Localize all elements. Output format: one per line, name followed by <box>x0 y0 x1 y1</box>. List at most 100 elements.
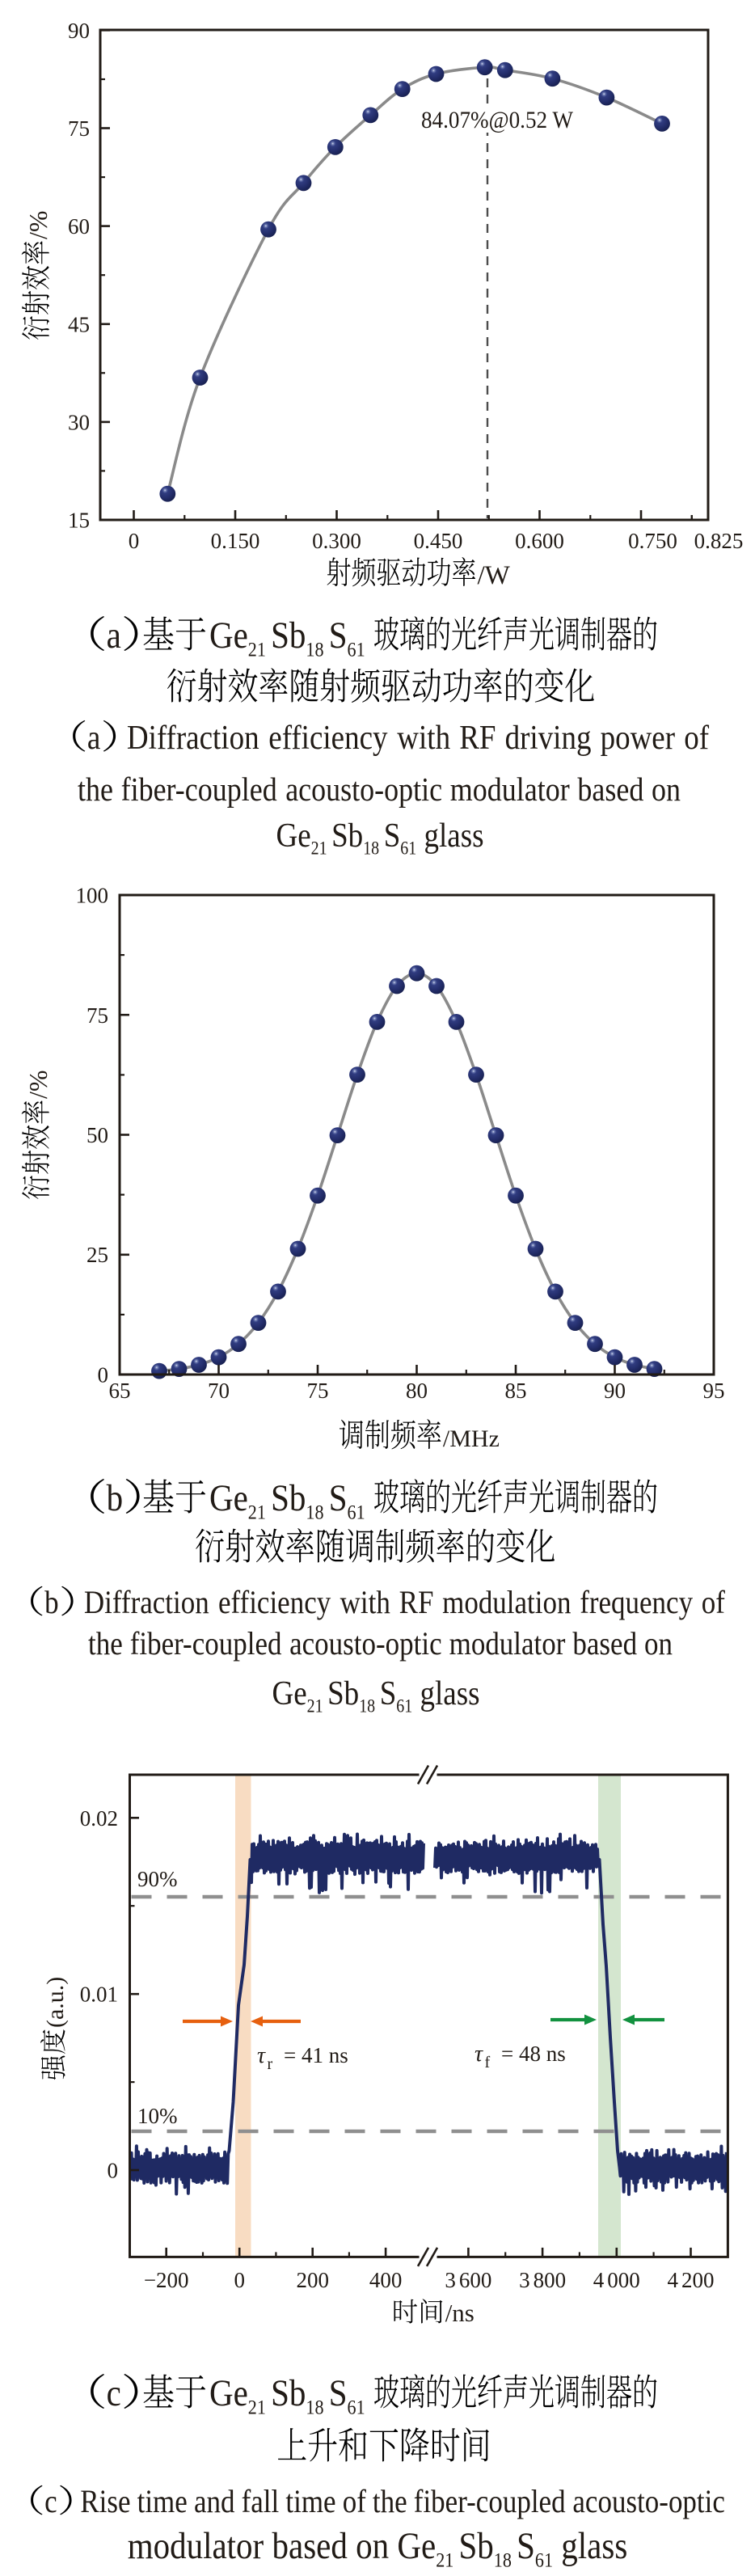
svg-text:on: on <box>644 1627 673 1662</box>
svg-text:200: 200 <box>681 2268 715 2292</box>
svg-text:Sb: Sb <box>271 615 306 657</box>
svg-text:a: a <box>107 615 121 657</box>
svg-text:modulator: modulator <box>450 772 570 809</box>
svg-text:0.01: 0.01 <box>80 1983 118 2007</box>
svg-text:(a.u.): (a.u.) <box>42 1977 69 2028</box>
svg-text:200: 200 <box>296 2268 329 2292</box>
svg-text:S: S <box>329 2373 348 2414</box>
svg-text:/%: /% <box>23 1070 53 1099</box>
svg-text:Ge: Ge <box>209 615 248 657</box>
svg-text:/W: /W <box>478 561 511 590</box>
svg-text:21: 21 <box>436 2549 453 2572</box>
svg-text:80: 80 <box>406 1379 428 1403</box>
svg-text:0.300: 0.300 <box>312 529 361 553</box>
svg-text:90: 90 <box>68 19 90 43</box>
svg-text:of: of <box>684 719 710 757</box>
svg-text:600: 600 <box>459 2268 492 2292</box>
svg-text:b: b <box>107 1478 123 1519</box>
svg-text:RF: RF <box>399 1586 434 1621</box>
svg-text:Sb: Sb <box>271 1478 306 1519</box>
svg-text:75: 75 <box>68 116 90 141</box>
svg-text:Sb: Sb <box>271 2373 306 2414</box>
svg-text:driving: driving <box>505 719 592 757</box>
svg-text:0.450: 0.450 <box>414 529 463 553</box>
svg-text:fiber-coupled: fiber-coupled <box>130 1627 282 1662</box>
svg-text:30: 30 <box>68 410 90 434</box>
svg-text:61: 61 <box>348 1501 365 1524</box>
svg-text:of: of <box>343 2485 367 2520</box>
svg-text:Ge: Ge <box>209 2373 248 2414</box>
svg-text:Ge: Ge <box>397 2526 436 2567</box>
svg-text:= 41 ns: = 41 ns <box>284 2043 348 2067</box>
svg-text:RF: RF <box>459 719 496 757</box>
svg-text:50: 50 <box>86 1123 108 1147</box>
svg-text:Ge: Ge <box>272 1674 307 1712</box>
svg-text:a: a <box>87 719 101 757</box>
svg-text:f: f <box>485 2054 491 2071</box>
svg-text:18: 18 <box>359 1696 375 1716</box>
svg-text:61: 61 <box>535 2549 553 2572</box>
svg-text:the: the <box>373 2485 407 2520</box>
svg-text:time: time <box>137 2485 188 2520</box>
svg-text:70: 70 <box>208 1379 230 1403</box>
svg-text:4: 4 <box>668 2268 679 2292</box>
svg-text:000: 000 <box>607 2268 640 2292</box>
svg-text:18: 18 <box>306 639 323 661</box>
svg-text:−200: −200 <box>144 2268 189 2292</box>
svg-text:glass: glass <box>561 2526 627 2567</box>
svg-text:time: time <box>285 2485 335 2520</box>
svg-text:Diffraction: Diffraction <box>127 719 259 757</box>
svg-text:S: S <box>329 615 348 657</box>
svg-text:glass: glass <box>420 1674 480 1712</box>
svg-text:21: 21 <box>311 838 327 858</box>
svg-text:/%: /% <box>23 210 53 239</box>
svg-text:25: 25 <box>86 1243 108 1267</box>
svg-text:45: 45 <box>68 312 90 336</box>
svg-text:c: c <box>44 2485 57 2520</box>
svg-text:based: based <box>272 2526 348 2567</box>
svg-text:efficiency: efficiency <box>218 1586 331 1621</box>
svg-text:400: 400 <box>369 2268 403 2292</box>
svg-text:fiber-coupled: fiber-coupled <box>121 772 277 809</box>
svg-text:glass: glass <box>424 817 484 855</box>
svg-text:800: 800 <box>534 2268 567 2292</box>
svg-text:fall: fall <box>242 2485 280 2520</box>
svg-text:S: S <box>380 1674 397 1712</box>
svg-text:3: 3 <box>519 2268 530 2292</box>
svg-text:with: with <box>340 1586 390 1621</box>
svg-text:Sb: Sb <box>459 2526 494 2567</box>
svg-text:0.02: 0.02 <box>80 1806 118 1831</box>
svg-text:18: 18 <box>306 2397 323 2419</box>
svg-text:0.600: 0.600 <box>515 529 564 553</box>
svg-text:the: the <box>78 772 113 809</box>
svg-text:acousto-optic: acousto-optic <box>289 1627 442 1662</box>
svg-text:with: with <box>397 719 450 757</box>
svg-text:S: S <box>329 1478 348 1519</box>
svg-text:0: 0 <box>108 2159 119 2183</box>
svg-text:of: of <box>702 1586 726 1621</box>
svg-text:power: power <box>601 719 675 757</box>
svg-text:/ns: /ns <box>445 2299 475 2327</box>
svg-text:based: based <box>572 1627 637 1662</box>
svg-text:on: on <box>652 772 681 809</box>
svg-text:modulator: modulator <box>128 2526 264 2567</box>
svg-text:90: 90 <box>604 1379 626 1403</box>
svg-text:acousto-optic: acousto-optic <box>285 772 442 809</box>
svg-text:0.750: 0.750 <box>628 529 677 553</box>
svg-text:frequency: frequency <box>580 1586 693 1621</box>
svg-text:fiber-coupled: fiber-coupled <box>414 2485 566 2520</box>
svg-text:65: 65 <box>109 1379 131 1403</box>
svg-text:15: 15 <box>68 509 90 533</box>
svg-text:Rise: Rise <box>80 2485 130 2520</box>
svg-text:61: 61 <box>400 838 416 858</box>
svg-text:on: on <box>356 2526 389 2567</box>
svg-text:acousto-optic: acousto-optic <box>572 2485 725 2520</box>
svg-text:85: 85 <box>505 1379 527 1403</box>
svg-text:efficiency: efficiency <box>268 719 387 757</box>
svg-text:Diffraction: Diffraction <box>84 1586 209 1621</box>
svg-text:61: 61 <box>348 2397 365 2419</box>
svg-text:S: S <box>517 2526 535 2567</box>
svg-text:21: 21 <box>248 2397 266 2419</box>
svg-text:21: 21 <box>248 1501 266 1524</box>
svg-text:18: 18 <box>363 838 379 858</box>
